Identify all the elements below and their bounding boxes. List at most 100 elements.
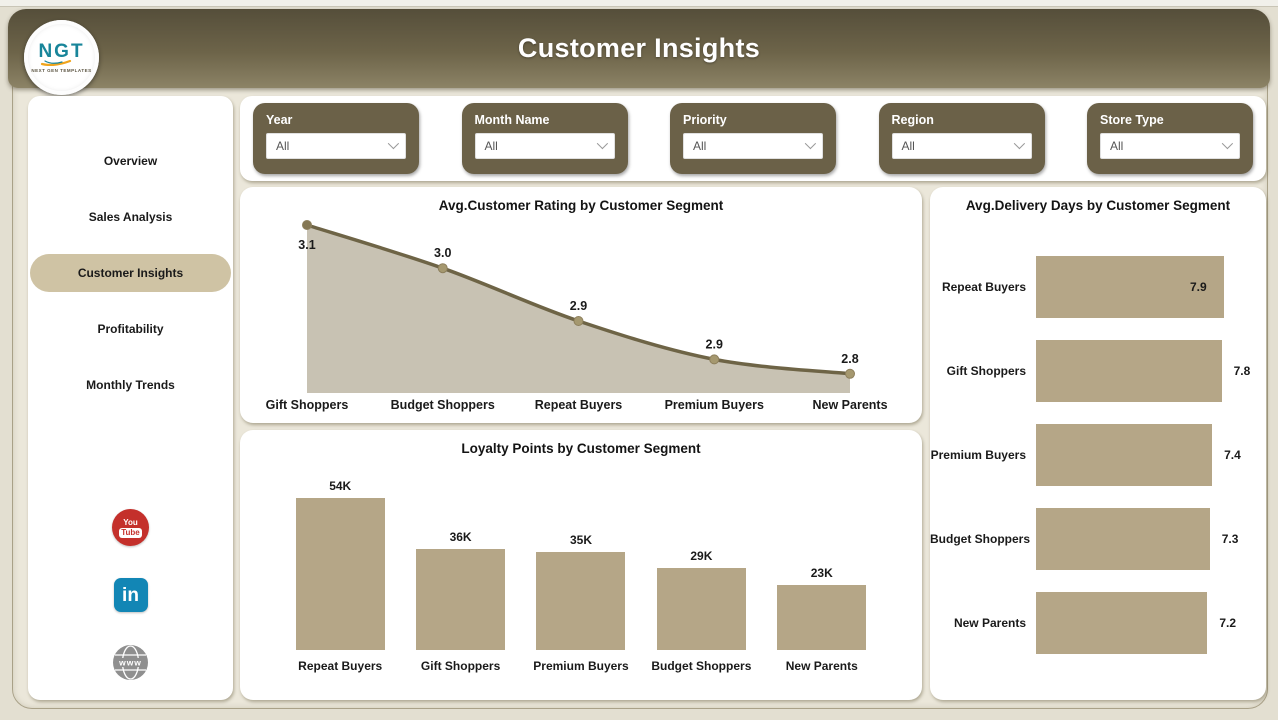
bar[interactable] [1036, 508, 1210, 570]
point-value-label: 3.0 [434, 246, 451, 260]
data-point[interactable] [573, 316, 584, 326]
delivery-chart-panel: Avg.Delivery Days by Customer Segment Re… [930, 187, 1266, 700]
chevron-down-icon [1013, 137, 1025, 149]
slicer-label: Month Name [474, 113, 550, 127]
sidebar-item-sales-analysis[interactable]: Sales Analysis [88, 210, 173, 224]
logo-subtext: NEXT GEN TEMPLATES [31, 67, 92, 73]
category-label: Budget Shoppers [651, 659, 752, 673]
slicer-label: Year [266, 113, 293, 127]
data-point[interactable] [709, 354, 720, 365]
ngt-logo: NGT NEXT GEN TEMPLATES [24, 20, 99, 95]
slicer-priority: Priority All [670, 103, 836, 174]
row-label: Premium Buyers [930, 448, 1026, 462]
sidebar-item-customer-insights[interactable]: Customer Insights [30, 254, 231, 292]
page-title: Customer Insights [517, 33, 761, 63]
point-value-label: 2.8 [841, 352, 858, 366]
chevron-down-icon [804, 137, 817, 149]
logo-text: NGT [38, 40, 85, 62]
bar-value-label: 7.2 [1219, 616, 1237, 630]
region-dropdown-value: All [901, 139, 915, 153]
slicer-label: Store Type [1100, 113, 1164, 127]
bar-track: 7.2 [1036, 592, 1236, 654]
bar-value-label: 7.9 [1190, 280, 1207, 294]
bar-row: Gift Shoppers 7.8 [930, 329, 1266, 413]
data-point[interactable] [302, 220, 312, 230]
slicer-label: Region [891, 113, 934, 127]
rating-chart-title: Avg.Customer Rating by Customer Segment [438, 198, 724, 213]
slicer-label: Priority [683, 113, 727, 127]
bar[interactable] [1036, 340, 1222, 402]
bar[interactable] [416, 548, 506, 650]
loyalty-chart-title: Loyalty Points by Customer Segment [461, 441, 701, 456]
slicer-year: Year All [253, 103, 419, 174]
linkedin-icon[interactable]: in [113, 578, 148, 612]
row-label: Gift Shoppers [946, 364, 1026, 378]
category-label: Gift Shoppers [420, 659, 501, 673]
year-dropdown[interactable]: All [266, 133, 406, 159]
bar-column: 36K Gift Shoppers [400, 530, 520, 675]
loyalty-chart-panel: Loyalty Points by Customer Segment 54K Re… [240, 430, 922, 700]
area-fill [307, 225, 850, 393]
month-name-dropdown-value: All [484, 139, 498, 153]
bar-column: 35K Premium Buyers [521, 533, 641, 676]
bar-value-label: 54K [329, 479, 352, 493]
sidebar-item-profitability[interactable]: Profitability [97, 322, 164, 336]
bar[interactable] [1036, 424, 1213, 486]
region-dropdown[interactable]: All [891, 133, 1032, 159]
category-label: Premium Buyers [533, 659, 629, 673]
sidebar-nav: Overview Sales Analysis Customer Insight… [28, 96, 233, 404]
chevron-down-icon [596, 137, 608, 149]
youtube-icon[interactable]: You Tube [112, 509, 149, 546]
bar-track: 7.4 [1036, 424, 1241, 486]
x-axis-label: Budget Shoppers [391, 398, 495, 412]
bar-track: 7.8 [1036, 340, 1250, 402]
data-point[interactable] [845, 368, 855, 379]
rating-chart-panel: Avg.Customer Rating by Customer Segment … [240, 187, 922, 423]
bar-value-label: 36K [449, 529, 472, 544]
bar-track: 7.3 [1036, 508, 1238, 570]
point-value-label: 2.9 [570, 299, 587, 313]
bar[interactable] [536, 551, 626, 650]
bar-column: 54K Repeat Buyers [280, 479, 400, 675]
point-value-label: 3.1 [298, 238, 315, 252]
data-point[interactable] [437, 263, 448, 274]
x-axis-label: Repeat Buyers [535, 398, 623, 412]
bar[interactable] [656, 568, 746, 650]
header-band: NGT NEXT GEN TEMPLATES Customer Insights [8, 9, 1270, 95]
svg-text:www: www [118, 658, 142, 668]
sidebar: Overview Sales Analysis Customer Insight… [28, 96, 233, 700]
sidebar-item-overview[interactable]: Overview [103, 154, 158, 168]
row-label: Budget Shoppers [930, 532, 1031, 546]
priority-dropdown-value: All [693, 139, 707, 153]
bar-value-label: 7.8 [1233, 364, 1251, 378]
bar-track: 7.9 [1036, 256, 1224, 318]
row-label: Repeat Buyers [941, 280, 1026, 294]
bar-value-label: 35K [569, 532, 592, 547]
bar[interactable] [1036, 256, 1224, 318]
bar-value-label: 23K [810, 566, 833, 581]
slicer-region: Region All [878, 103, 1045, 174]
x-axis-label: Premium Buyers [665, 398, 764, 412]
bar[interactable] [777, 585, 867, 650]
sidebar-item-monthly-trends[interactable]: Monthly Trends [86, 378, 175, 392]
bar-row: Repeat Buyers 7.9 [930, 245, 1266, 329]
browser-edge-strip [0, 0, 1278, 7]
bar-row: New Parents 7.2 [930, 581, 1266, 665]
loyalty-bar-chart: 54K Repeat Buyers 36K Gift Shoppers 35K Premi… [280, 458, 882, 675]
website-globe-icon[interactable]: www [112, 644, 149, 681]
month-name-dropdown[interactable]: All [474, 133, 615, 159]
filter-bar: Year All Month Name All Priority All Reg… [240, 96, 1266, 181]
store-type-dropdown[interactable]: All [1100, 133, 1240, 159]
bar-value-label: 7.3 [1221, 532, 1239, 546]
category-label: New Parents [785, 659, 858, 673]
chevron-down-icon [387, 137, 400, 149]
priority-dropdown[interactable]: All [683, 133, 823, 159]
x-axis-label: Gift Shoppers [266, 398, 349, 412]
x-axis-label: New Parents [812, 398, 887, 412]
bar[interactable] [1036, 592, 1208, 654]
store-type-dropdown-value: All [1110, 139, 1124, 153]
year-dropdown-value: All [276, 139, 290, 153]
point-value-label: 2.9 [706, 337, 723, 351]
bar[interactable] [295, 498, 385, 650]
bar-value-label: 7.4 [1224, 448, 1241, 462]
